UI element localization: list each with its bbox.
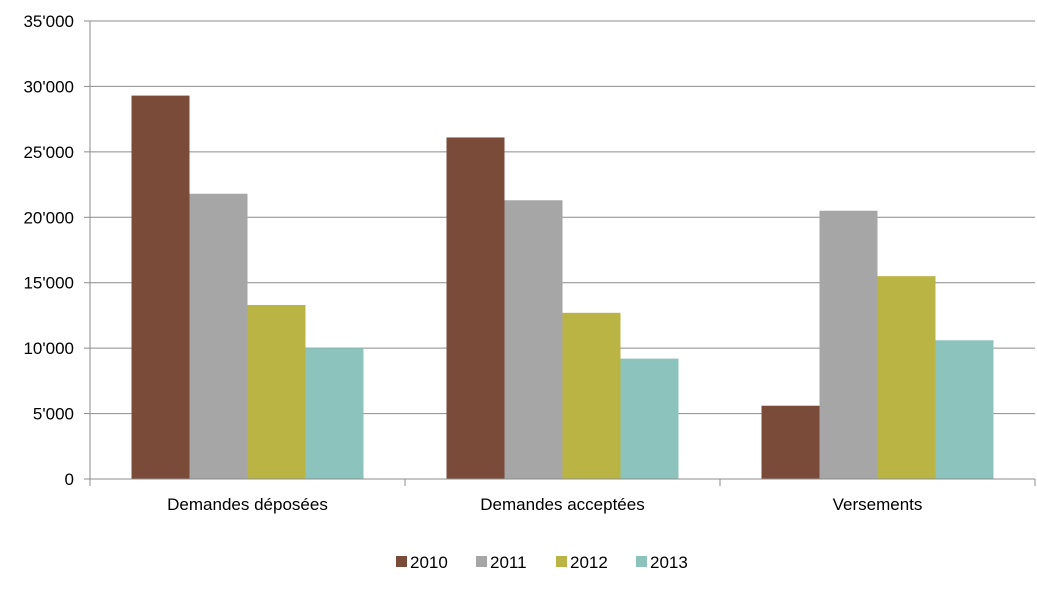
bar-2013	[620, 358, 679, 479]
y-tick-label: 20'000	[23, 208, 74, 227]
bar-2012	[247, 304, 306, 479]
legend-label: 2013	[650, 553, 688, 572]
bar-2012	[877, 276, 936, 479]
bars	[131, 95, 994, 480]
y-tick-label: 5'000	[33, 405, 74, 424]
bar-2013	[305, 348, 364, 479]
legend-swatch-2013	[636, 556, 647, 567]
y-tick-label: 25'000	[23, 143, 74, 162]
bar-2011	[819, 210, 878, 479]
legend: 2010 2011 2012 2013	[396, 553, 688, 572]
x-axis: Demandes déposées Demandes acceptées Verse…	[89, 478, 1036, 514]
legend-label: 2012	[570, 553, 608, 572]
legend-label: 2011	[490, 553, 527, 572]
bar-2013	[935, 340, 994, 479]
legend-swatch-2012	[556, 556, 567, 567]
bar-2011	[189, 193, 248, 479]
bar-2010	[131, 95, 190, 480]
category-label: Versements	[833, 495, 923, 514]
legend-swatch-2010	[396, 556, 407, 567]
category-label: Demandes déposées	[167, 495, 328, 514]
y-tick-label: 30'000	[23, 77, 74, 96]
y-tick-label: 15'000	[23, 274, 74, 293]
bar-2012	[562, 312, 621, 479]
legend-label: 2010	[410, 553, 448, 572]
y-tick-label: 0	[65, 470, 74, 489]
legend-swatch-2011	[476, 556, 487, 567]
bar-2010	[446, 137, 505, 479]
y-tick-label: 35'000	[23, 12, 74, 31]
y-axis: 0 5'000 10'000 15'000 20'000 25'000 30'000 35'0…	[23, 12, 91, 489]
y-tick-label: 10'000	[23, 339, 74, 358]
bar-2011	[504, 200, 563, 479]
bar-2010	[761, 405, 820, 479]
category-label: Demandes acceptées	[480, 495, 644, 514]
